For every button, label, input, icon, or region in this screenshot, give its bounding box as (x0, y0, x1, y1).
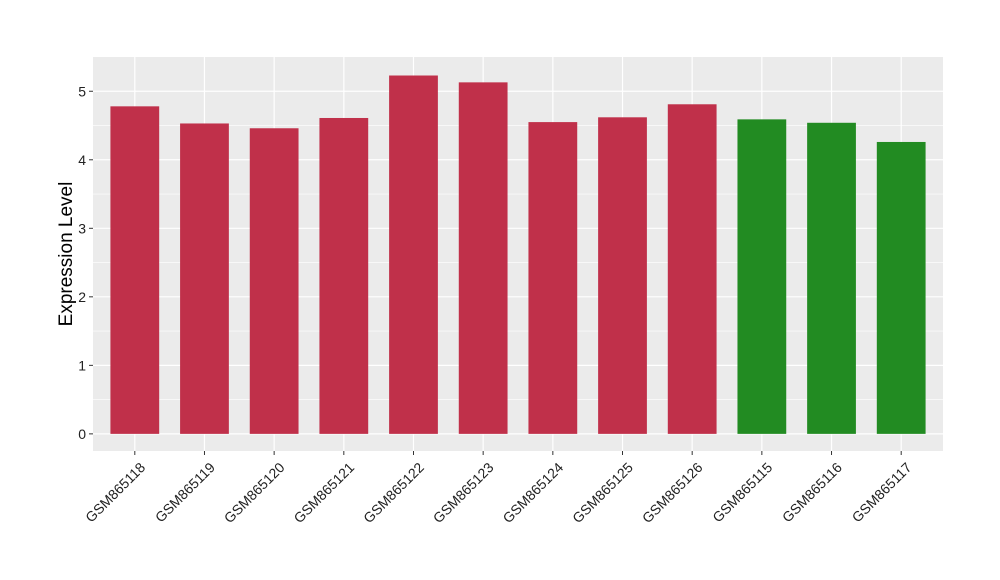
bar-GSM865121 (319, 117, 369, 434)
y-tick-label: 2 (78, 289, 86, 305)
x-tick-label: GSM865123 (430, 459, 497, 526)
bar-GSM865126 (667, 104, 717, 434)
bar-GSM865120 (249, 128, 299, 434)
y-tick-label: 0 (78, 426, 86, 442)
bar-GSM865125 (598, 117, 647, 434)
bar-GSM865119 (180, 123, 229, 434)
y-tick-label: 1 (78, 357, 86, 373)
bar-GSM865115 (737, 119, 787, 434)
x-tick-label: GSM865117 (849, 459, 915, 525)
x-tick-label: GSM865125 (569, 459, 636, 526)
x-tick-label: GSM865116 (779, 459, 845, 525)
y-axis-title: Expression Level (56, 182, 77, 327)
x-tick-label: GSM865124 (499, 459, 566, 526)
x-tick-label: GSM865122 (360, 459, 427, 526)
x-tick-label: GSM865118 (82, 459, 148, 525)
bar-GSM865117 (876, 141, 926, 434)
x-tick-label: GSM865115 (709, 459, 775, 525)
bars (110, 75, 926, 434)
bar-GSM865124 (528, 122, 578, 434)
x-tick-label: GSM865126 (639, 459, 706, 526)
x-tick-label: GSM865120 (221, 459, 288, 526)
bar-GSM865122 (389, 75, 438, 434)
bar-GSM865116 (807, 122, 856, 434)
x-axis: GSM865118 GSM865119 GSM865120 GSM865121 GSM8… (82, 451, 915, 526)
y-tick-label: 3 (78, 220, 86, 236)
y-tick-label: 4 (78, 152, 86, 168)
plot-panel (93, 57, 943, 451)
y-axis: 0 1 2 3 4 5 (78, 83, 93, 442)
y-tick-label: 5 (78, 83, 86, 99)
x-tick-label: GSM865121 (290, 459, 357, 526)
bar-GSM865118 (110, 106, 160, 434)
bar-GSM865123 (458, 82, 508, 434)
x-tick-label: GSM865119 (152, 459, 218, 525)
